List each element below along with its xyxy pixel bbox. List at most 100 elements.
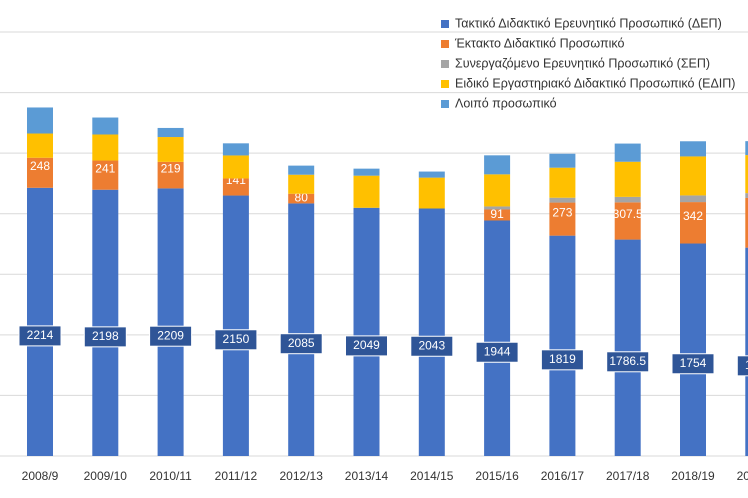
data-label-box [345,335,388,357]
bar-segment [614,202,641,240]
legend-label: Ειδικό Εργαστηριακό Διδακτικό Προσωπικό … [455,76,735,90]
x-tick-label: 2012/13 [280,469,324,483]
data-label: 2043 [418,338,445,352]
bar-segment [157,137,184,162]
bar-segment [549,153,576,168]
data-label: 2085 [288,336,315,350]
data-label: 1754 [680,356,707,370]
bar-segment [549,202,576,236]
bar-segment [288,203,315,456]
legend-label: Τακτικό Διδακτικό Ερευνητικό Προσωπικό (… [455,16,722,30]
bar-segment [745,197,748,248]
data-label-box [214,329,258,351]
data-label-box [18,325,62,347]
bar-segment [27,187,53,456]
data-label: 2209 [157,328,184,342]
bar-segment [484,209,511,221]
legend-swatch [441,60,449,68]
data-label: 273 [552,205,572,219]
bar-segment [353,175,380,208]
bar-segment [27,157,53,188]
x-tick-label: 2016/17 [541,469,585,483]
data-label-box [410,335,454,357]
bar-segment [549,167,576,198]
bar-segment [680,156,706,196]
bar-segment [27,133,53,158]
data-label: 2150 [223,332,250,346]
data-label-box [475,341,519,363]
bar-segment [614,196,641,203]
bar-segment [222,155,249,179]
bar-segment [484,155,511,175]
bar-segment [157,127,184,138]
data-label-box [83,326,127,348]
legend-swatch [441,100,449,108]
bar-segment [484,206,511,210]
legend-swatch [441,80,449,88]
bar-segment [680,195,706,203]
data-label: 2214 [27,328,54,342]
legend-swatch [441,20,449,28]
bar-segment [745,155,748,194]
bar-segment [614,143,641,162]
data-label: 1786.5 [609,354,646,368]
legend-label: Έκτακτο Διδακτικό Προσωπικό [454,36,624,50]
bar-segment [222,195,249,457]
data-label: 2049 [353,338,380,352]
bar-segment [27,107,53,134]
bar-segment [745,247,748,456]
bar-segment [92,117,119,135]
legend: Τακτικό Διδακτικό Ερευνητικό Προσωπικό (… [441,16,735,110]
bar-segment [614,161,641,197]
legend-label: Λοιπό προσωπικό [455,96,557,110]
data-label-box [279,333,323,355]
data-label-box [736,355,748,377]
x-tick-label: 2011/12 [215,469,258,483]
data-label: 1720 [745,358,748,372]
bar-segment [745,141,748,156]
data-label: 2198 [92,329,119,343]
data-label: 219 [161,161,181,175]
bar-segment [745,193,748,198]
data-label: 1819 [549,352,576,366]
bar-segment [680,243,706,456]
x-tick-label: 2018/19 [671,469,715,483]
bar-segment [680,141,706,157]
bar-segment [418,171,445,178]
bar-segment [680,202,706,244]
bar-segment [549,235,576,456]
bar-segment [549,197,576,203]
x-tick-label: 2015/16 [475,469,519,483]
bar-segment [92,160,119,190]
bar-segment [484,174,511,207]
bar-segment [288,193,315,204]
data-label: 241 [95,161,115,175]
x-tick-label: 2014/15 [410,469,454,483]
data-label: 307.5 [613,207,643,221]
bar-segment [353,168,380,176]
data-label-box [606,351,650,373]
x-tick-label: 2010/11 [149,469,192,483]
bar-segment [157,161,184,189]
bar-segment [418,177,445,209]
data-label-box [149,325,193,347]
bar-segment [288,174,315,194]
legend-label: Συνεργαζόμενο Ερευνητικό Προσωπικό (ΣΕΠ) [455,56,710,70]
legend-swatch [441,40,449,48]
bar-segment [222,143,249,156]
bar-segment [288,165,315,175]
bar-segment [418,208,445,456]
x-tick-label: 2008/9 [22,469,59,483]
x-tick-label: 2013/14 [345,469,389,483]
data-label-box [671,353,715,375]
bar-segment [222,178,249,196]
bar-segment [92,189,119,456]
data-label-box [540,349,584,371]
x-tick-label: 2009/10 [84,469,128,483]
bar-segment [614,239,641,456]
data-label: 91 [490,207,504,221]
data-label: 80 [295,191,309,205]
data-label: 1944 [484,344,511,358]
